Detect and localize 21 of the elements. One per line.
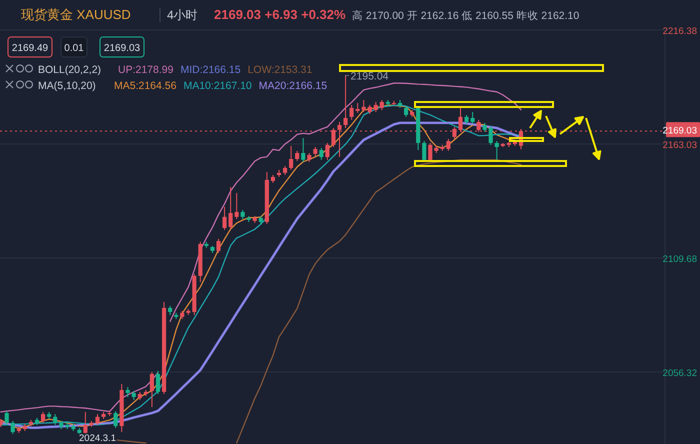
text: 高 2170.00 开 2162.16 低 2160.55 昨收 2162.10 xyxy=(352,9,580,22)
y-tick-label: 2216.38 xyxy=(662,26,697,37)
x-tick-label: 2024.3.1 xyxy=(79,433,116,444)
text: 2169.03 +6.93 +0.32% xyxy=(214,7,346,22)
annotation: 2169.49 xyxy=(12,43,49,54)
text: MA20:2166.15 xyxy=(258,80,328,92)
y-tick-label: 2163.03 xyxy=(662,140,697,151)
annotation: MA(5,10,20) xyxy=(38,80,96,92)
text: MA10:2167.10 xyxy=(183,80,252,92)
text: LOW:2153.31 xyxy=(248,64,312,76)
chart-title: 现货黄金 XAUUSD xyxy=(21,7,131,22)
text: MID:2166.15 xyxy=(180,64,241,76)
text: UP:2178.99 xyxy=(118,64,174,76)
text: MA5:2164.56 xyxy=(114,80,177,92)
chart-subtitle: 4小时 xyxy=(167,8,198,22)
y-tick-label: 2109.68 xyxy=(662,254,697,265)
annotation: 0.01 xyxy=(64,43,84,54)
annotation: 2195.04 xyxy=(350,70,389,83)
annotation: BOLL(20,2,2) xyxy=(38,64,102,76)
annotation: 2169.03 xyxy=(104,43,141,54)
y-tick-label: 2056.32 xyxy=(662,368,697,379)
